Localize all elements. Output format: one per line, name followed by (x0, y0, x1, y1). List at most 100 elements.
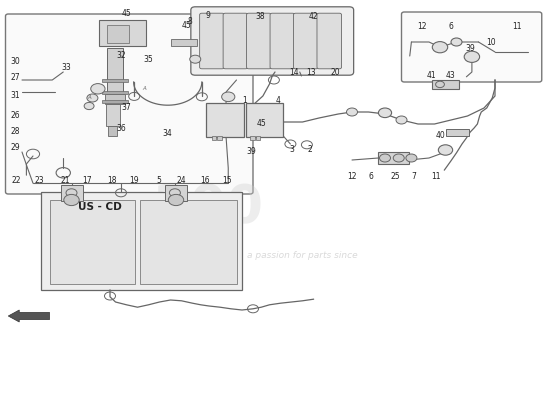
FancyBboxPatch shape (223, 13, 248, 69)
Circle shape (393, 154, 404, 162)
Bar (99, 20, 146, 46)
Bar (432, 80, 459, 89)
Bar (60, 185, 82, 201)
Text: 37: 37 (122, 104, 131, 112)
Bar (170, 39, 197, 46)
Text: 24: 24 (177, 176, 186, 185)
Bar (104, 94, 125, 104)
Circle shape (438, 145, 453, 155)
Text: 12: 12 (417, 22, 427, 31)
Circle shape (168, 194, 184, 206)
Text: 38: 38 (255, 12, 265, 21)
Circle shape (64, 194, 79, 206)
Text: 39: 39 (246, 148, 256, 156)
Text: 33: 33 (61, 64, 71, 72)
Text: 31: 31 (10, 92, 20, 100)
FancyArrow shape (8, 310, 50, 322)
Circle shape (406, 154, 417, 162)
FancyBboxPatch shape (6, 14, 253, 194)
Text: A: A (143, 86, 146, 90)
Text: 42: 42 (309, 12, 318, 21)
Bar (212, 136, 216, 140)
Text: 18: 18 (107, 176, 117, 185)
Text: 25: 25 (390, 172, 400, 181)
Text: 4: 4 (276, 96, 280, 105)
Bar (50, 200, 135, 284)
Text: 13: 13 (306, 68, 316, 77)
Text: 23: 23 (35, 176, 45, 185)
Bar (165, 185, 187, 201)
Text: US - CD: US - CD (78, 202, 122, 212)
FancyBboxPatch shape (200, 13, 224, 69)
Bar (256, 136, 260, 140)
Bar (378, 152, 409, 164)
Text: 32: 32 (116, 51, 126, 60)
FancyBboxPatch shape (317, 13, 342, 69)
Circle shape (379, 154, 390, 162)
FancyBboxPatch shape (270, 13, 295, 69)
Circle shape (346, 108, 358, 116)
Bar (41, 192, 242, 290)
Circle shape (91, 84, 105, 94)
Text: 8: 8 (188, 18, 192, 26)
Text: 10: 10 (486, 38, 496, 47)
Text: 14: 14 (289, 68, 299, 77)
Text: 6: 6 (369, 172, 373, 181)
Circle shape (84, 102, 94, 110)
Circle shape (464, 51, 480, 62)
Text: 19: 19 (129, 176, 139, 185)
Text: 45: 45 (182, 22, 192, 30)
FancyBboxPatch shape (402, 12, 542, 82)
Bar (107, 25, 129, 43)
Text: 15: 15 (222, 176, 232, 185)
Bar (102, 91, 128, 94)
Text: 11: 11 (512, 22, 522, 31)
Text: 27: 27 (10, 74, 20, 82)
Text: 9: 9 (206, 12, 210, 20)
Bar (102, 79, 128, 82)
Text: 29: 29 (10, 144, 20, 152)
Text: 11: 11 (431, 172, 441, 181)
Circle shape (378, 108, 392, 118)
Text: 21: 21 (60, 176, 70, 185)
Text: 6: 6 (449, 22, 453, 31)
Text: a passion for parts since: a passion for parts since (247, 252, 358, 260)
Text: 45: 45 (256, 120, 266, 128)
Text: 3: 3 (289, 146, 294, 154)
Text: 40: 40 (435, 132, 445, 140)
Text: 39: 39 (465, 44, 475, 53)
Bar (446, 129, 469, 136)
Circle shape (222, 92, 235, 102)
FancyBboxPatch shape (246, 13, 271, 69)
Text: 35: 35 (144, 56, 153, 64)
Bar (250, 136, 255, 140)
Text: 12: 12 (347, 172, 357, 181)
Bar (246, 103, 283, 137)
Text: 41: 41 (427, 72, 437, 80)
Text: 17: 17 (82, 176, 92, 185)
Text: 26: 26 (10, 112, 20, 120)
Bar (217, 136, 222, 140)
Text: 28: 28 (10, 128, 20, 136)
Text: 16: 16 (200, 176, 210, 185)
Bar (107, 48, 123, 96)
Bar (140, 200, 236, 284)
Text: 36: 36 (116, 124, 126, 133)
Bar (102, 100, 128, 103)
Text: 1: 1 (243, 96, 247, 105)
Text: A: A (87, 95, 91, 100)
FancyBboxPatch shape (191, 7, 354, 75)
Circle shape (432, 42, 448, 53)
Text: 20: 20 (331, 68, 340, 77)
Text: 5: 5 (156, 176, 161, 185)
Text: 34: 34 (163, 130, 173, 138)
Bar (206, 103, 244, 137)
Text: 7: 7 (412, 172, 416, 181)
Circle shape (451, 38, 462, 46)
Circle shape (396, 116, 407, 124)
Bar (106, 104, 120, 126)
Text: 30: 30 (10, 58, 20, 66)
Text: 200: 200 (154, 182, 264, 234)
Circle shape (87, 94, 98, 102)
Bar (108, 126, 117, 136)
